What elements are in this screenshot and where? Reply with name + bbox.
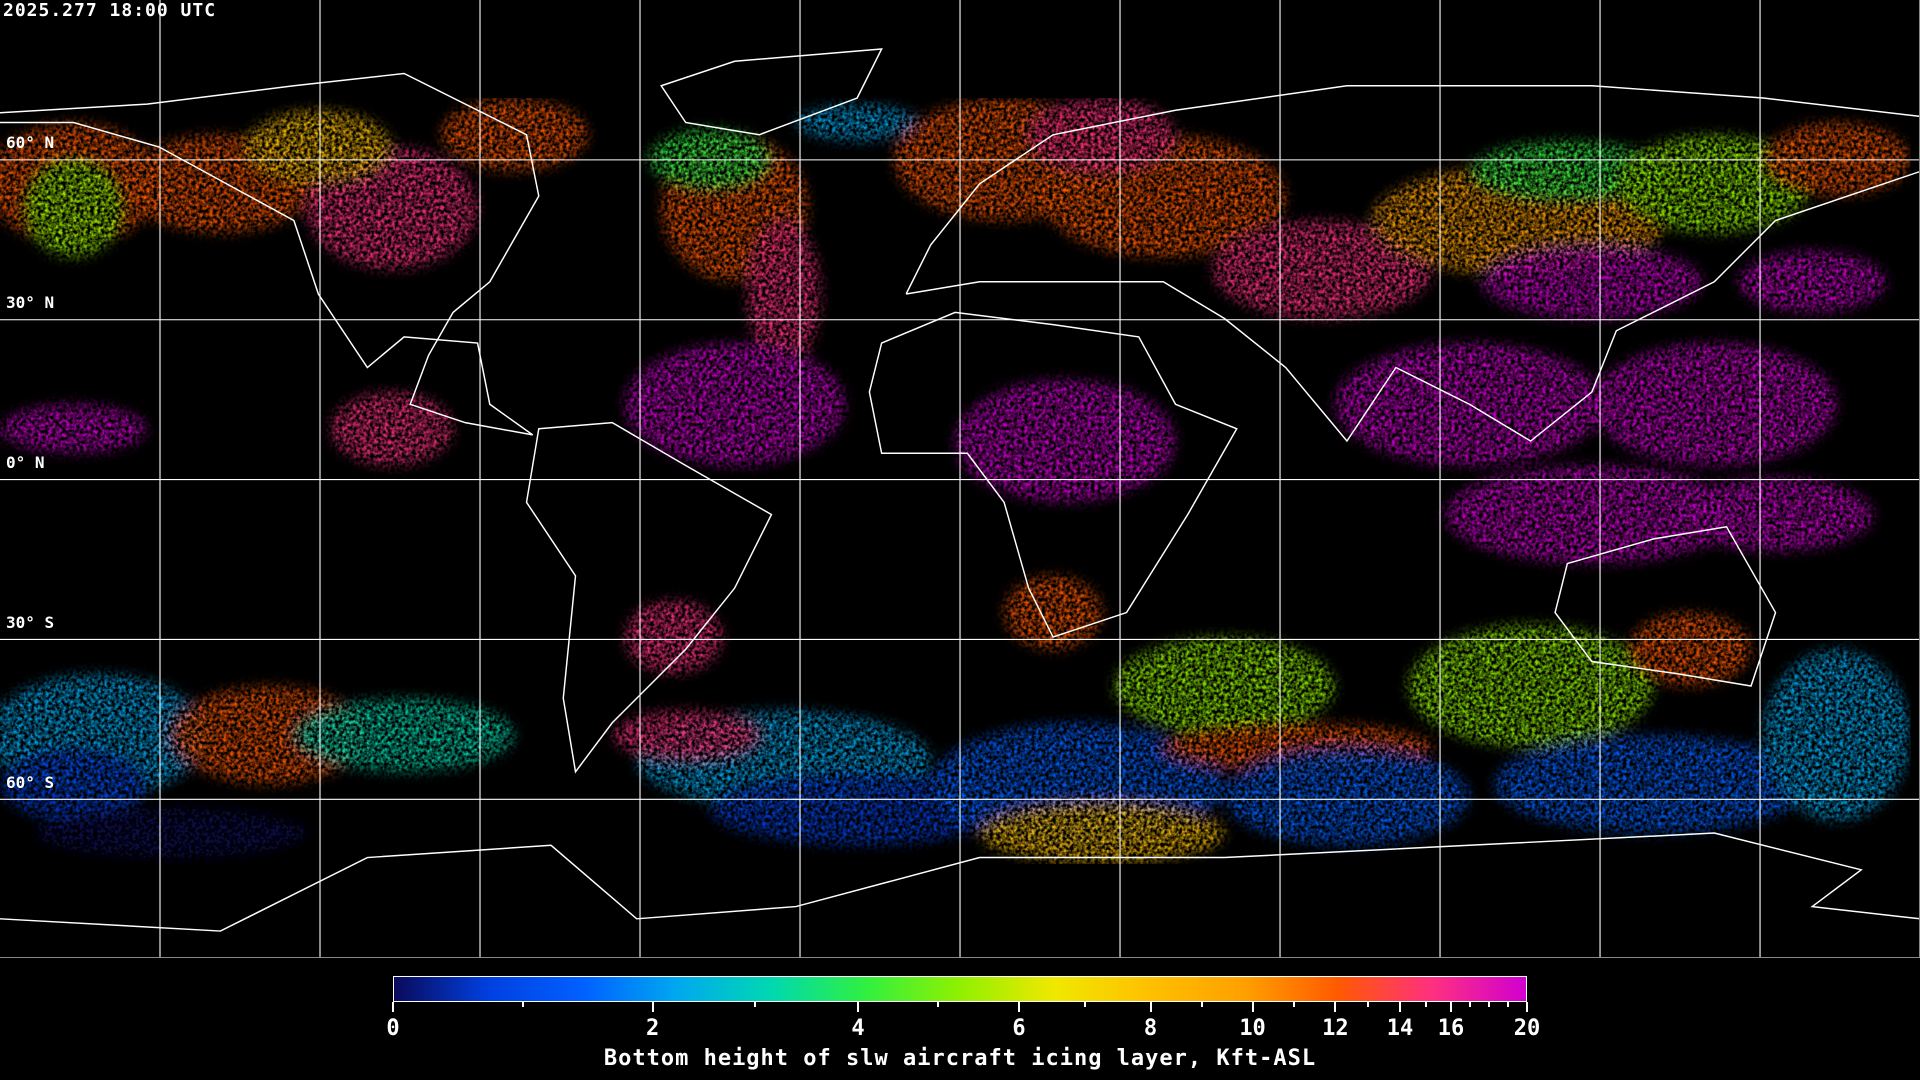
colorbar-major-tick (1149, 1002, 1152, 1012)
colorbar-major-tick (1398, 1002, 1401, 1012)
icing-cloud-region (24, 159, 123, 258)
lat-label-30s: 30° S (6, 613, 55, 632)
icing-cloud-region (1677, 477, 1874, 552)
icing-cloud-region (1738, 251, 1886, 313)
icing-cloud-region (1481, 245, 1703, 319)
colorbar-tick-label: 6 (1012, 1016, 1026, 1041)
icing-cloud-region (171, 686, 368, 785)
coast-greenland (660, 48, 883, 136)
coast-antarctica (0, 832, 1920, 932)
lat-lon-grid (0, 0, 1920, 958)
icing-cloud-region (1224, 747, 1470, 846)
coast-south-america (525, 421, 773, 774)
icing-cloud-region (36, 808, 307, 858)
lat-label-0n: 0° N (6, 453, 45, 472)
colorbar-minor-tick (1292, 1002, 1295, 1007)
icing-cloud-region (1408, 624, 1654, 748)
colorbar-title: Bottom height of slw aircraft icing laye… (603, 1046, 1317, 1071)
icing-cloud-field (0, 98, 1911, 864)
colorbar-minor-tick (521, 1002, 524, 1007)
coast-africa (868, 311, 1238, 638)
coastlines (0, 48, 1920, 932)
icing-cloud-region (1212, 220, 1433, 319)
colorbar-tick-label: 14 (1386, 1016, 1414, 1041)
icing-cloud-region (1444, 465, 1739, 564)
coast-australia (1554, 525, 1777, 687)
lat-label-30n: 30° N (6, 293, 55, 312)
icing-cloud-region (0, 747, 147, 821)
icing-cloud-region (1628, 612, 1752, 687)
colorbar-tick-label: 20 (1513, 1016, 1541, 1041)
colorbar-minor-tick (1488, 1002, 1490, 1007)
icing-cloud-region (1493, 735, 1813, 834)
icing-cloud-region (795, 104, 919, 141)
colorbar-minor-tick (1424, 1002, 1427, 1007)
icing-cloud-region (710, 771, 1005, 846)
icing-cloud-region (624, 343, 845, 466)
colorbar-tick-label: 2 (646, 1016, 660, 1041)
colorbar-tick-label: 12 (1322, 1016, 1349, 1041)
icing-cloud-region (244, 110, 392, 184)
lat-label-60s: 60° S (6, 773, 55, 792)
icing-cloud-region (1114, 637, 1335, 736)
colorbar-ticks: 0 2 4 6 8 10 12 14 16 20 (386, 1002, 1540, 1052)
icing-cloud-region (1763, 122, 1911, 197)
colorbar-minor-tick (1200, 1002, 1203, 1007)
colorbar-major-tick (856, 1002, 859, 1012)
lat-label-60n: 60° N (6, 133, 55, 152)
colorbar-major-tick (1334, 1002, 1337, 1012)
coast-north-america (0, 72, 540, 436)
colorbar-major-tick (1251, 1002, 1254, 1012)
icing-cloud-region (979, 802, 1225, 864)
icing-cloud-region (0, 404, 147, 454)
colorbar-minor-tick (1507, 1002, 1509, 1007)
icing-cloud-region (1763, 649, 1911, 821)
colorbar-tick-label: 0 (386, 1016, 400, 1041)
icing-cloud-region (293, 698, 515, 772)
icing-cloud-region (1469, 140, 1666, 203)
colorbar-major-tick (1526, 1002, 1528, 1012)
colorbar-tick-label: 10 (1239, 1016, 1266, 1041)
icing-map (0, 0, 1920, 958)
icing-cloud-region (648, 128, 772, 190)
icing-cloud-region (1591, 343, 1837, 466)
colorbar (393, 976, 1527, 1002)
colorbar-major-tick (1017, 1002, 1020, 1012)
icing-cloud-region (1004, 575, 1103, 650)
icing-cloud-region (746, 220, 821, 368)
colorbar-tick-label: 16 (1437, 1016, 1465, 1041)
timestamp: 2025.277 18:00 UTC (3, 0, 217, 21)
icing-cloud-region (330, 392, 454, 466)
colorbar-minor-tick (937, 1002, 940, 1007)
colorbar-minor-tick (1366, 1002, 1369, 1007)
colorbar-minor-tick (754, 1002, 757, 1007)
icing-cloud-region (955, 379, 1176, 503)
colorbar-major-tick (392, 1002, 394, 1012)
colorbar-tick-label: 4 (851, 1016, 865, 1041)
icing-cloud-region (1028, 98, 1176, 172)
colorbar-tick-label: 8 (1143, 1016, 1158, 1041)
icing-cloud-region (624, 600, 723, 674)
coast-eurasia (905, 85, 1920, 443)
colorbar-major-tick (1450, 1002, 1453, 1012)
icing-cloud-region (440, 98, 588, 172)
icing-cloud-region (612, 710, 760, 760)
colorbar-major-tick (651, 1002, 654, 1012)
colorbar-minor-tick (1083, 1002, 1086, 1007)
colorbar-minor-tick (1469, 1002, 1472, 1007)
